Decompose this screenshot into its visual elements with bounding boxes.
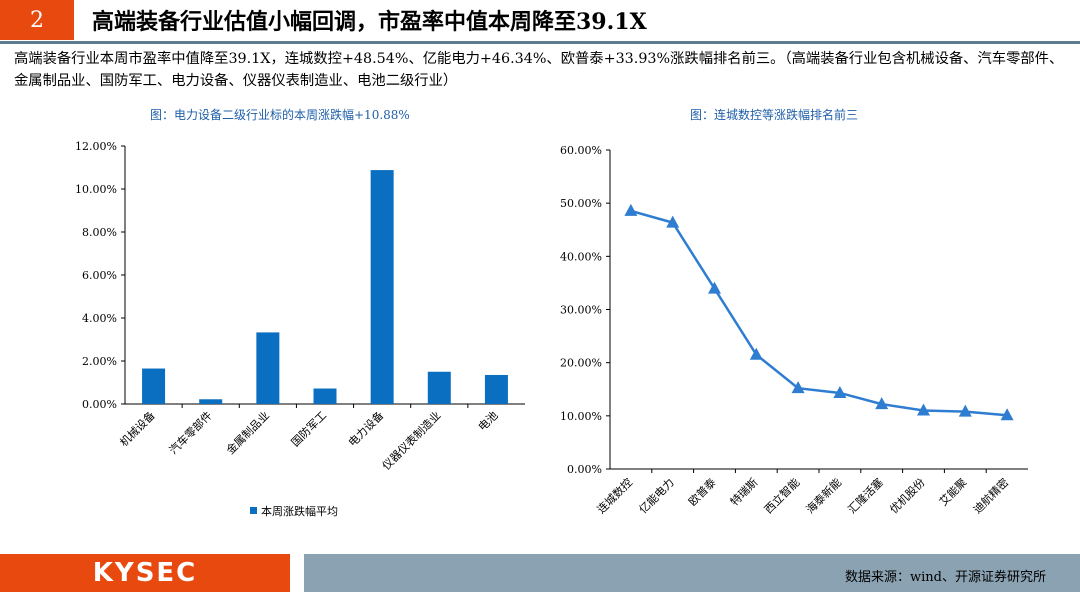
y-tick-label: 20.00% xyxy=(560,357,602,370)
x-tick-label: 海泰新能 xyxy=(803,475,844,516)
bar xyxy=(484,374,508,404)
y-tick-label: 2.00% xyxy=(82,355,117,368)
data-point xyxy=(666,215,680,228)
line-chart: 0.00% 10.00% 20.00% 30.00% 40.00% 50.00% 60.00… xyxy=(560,144,1028,516)
x-tick-label: 迪航精密 xyxy=(970,475,1011,516)
data-point xyxy=(624,203,638,216)
x-tick-label: 金属制品业 xyxy=(223,408,272,457)
data-point xyxy=(1000,408,1014,421)
x-tick-label: 机械设备 xyxy=(117,408,158,449)
data-source: 数据来源：wind、开源证券研究所 xyxy=(845,570,1046,585)
bar xyxy=(256,332,280,404)
x-tick-label: 特瑞斯 xyxy=(727,475,760,508)
x-tick-label: 艾能聚 xyxy=(936,475,969,508)
bar xyxy=(313,388,337,404)
x-tick-label: 汇隆活塞 xyxy=(845,475,886,516)
data-point xyxy=(749,347,763,360)
y-tick-label: 6.00% xyxy=(82,269,117,282)
x-tick-label: 电力设备 xyxy=(345,408,386,449)
x-tick-label: 电池 xyxy=(476,409,501,434)
data-point xyxy=(708,281,721,294)
x-tick-label: 欧普泰 xyxy=(685,475,718,508)
x-tick-label: 连城数控 xyxy=(594,475,635,516)
bar xyxy=(142,368,166,404)
y-tick-label: 40.00% xyxy=(560,250,602,263)
x-tick-label: 优机股份 xyxy=(887,475,928,516)
summary-text: 高端装备行业本周市盈率中值降至39.1X，连城数控+48.54%、亿能电力+46… xyxy=(14,51,1064,89)
kysec-logo: KYSEC xyxy=(0,554,290,592)
x-tick-label: 国防军工 xyxy=(288,408,329,449)
y-tick-label: 4.00% xyxy=(82,312,117,325)
bar xyxy=(427,371,451,404)
bar xyxy=(370,170,394,404)
data-point xyxy=(917,403,930,416)
y-tick-label: 60.00% xyxy=(560,144,602,157)
y-tick-label: 12.00% xyxy=(75,140,117,153)
bar-chart: 0.00% 2.00% 4.00% 6.00% 8.00% 10.00% 12.00% 机械设… xyxy=(75,140,525,518)
y-tick-label: 30.00% xyxy=(560,304,602,317)
data-point xyxy=(833,385,847,398)
y-tick-label: 0.00% xyxy=(82,398,117,411)
x-tick-label: 仪器仪表制造业 xyxy=(379,408,443,472)
title-divider xyxy=(0,41,1080,44)
y-tick-label: 50.00% xyxy=(560,197,602,210)
x-tick-label: 汽车零部件 xyxy=(166,408,215,457)
y-tick-label: 10.00% xyxy=(560,410,602,423)
x-tick-label: 西立智能 xyxy=(761,475,802,516)
bar-chart-title: 图：电力设备二级行业标的本周涨跌幅+10.88% xyxy=(150,108,410,122)
slide-number: 2 xyxy=(0,0,74,40)
data-point xyxy=(875,397,889,410)
series-line xyxy=(630,209,1008,417)
y-tick-label: 10.00% xyxy=(75,183,117,196)
page-title: 高端装备行业估值小幅回调，市盈率中值本周降至39.1X xyxy=(92,9,647,35)
legend-swatch xyxy=(250,507,257,514)
line-chart-title: 图：连城数控等涨跌幅排名前三 xyxy=(690,108,859,122)
footer-bar xyxy=(304,554,1080,592)
data-point xyxy=(791,381,805,394)
legend-label: 本周涨跌幅平均 xyxy=(261,504,338,518)
bar xyxy=(199,399,223,404)
x-tick-label: 亿能电力 xyxy=(636,475,677,516)
data-point xyxy=(958,404,972,417)
y-tick-label: 0.00% xyxy=(567,463,602,476)
y-tick-label: 8.00% xyxy=(82,226,117,239)
